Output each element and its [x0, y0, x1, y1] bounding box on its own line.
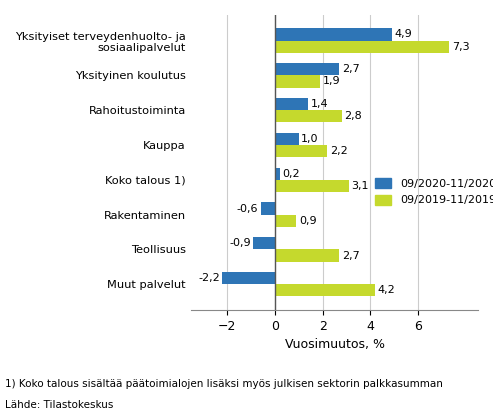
- Text: 3,1: 3,1: [352, 181, 369, 191]
- X-axis label: Vuosimuutos, %: Vuosimuutos, %: [284, 338, 385, 351]
- Bar: [275, 215, 296, 227]
- Text: 1,9: 1,9: [323, 77, 340, 87]
- Text: 4,2: 4,2: [378, 285, 395, 295]
- Text: 1,4: 1,4: [311, 99, 328, 109]
- Text: 2,7: 2,7: [342, 250, 359, 260]
- Bar: [275, 133, 299, 145]
- Bar: [275, 250, 340, 262]
- Bar: [222, 272, 275, 284]
- Text: 2,2: 2,2: [330, 146, 348, 156]
- Text: 0,2: 0,2: [282, 169, 300, 179]
- Bar: [275, 63, 340, 75]
- Bar: [275, 110, 342, 122]
- Bar: [275, 75, 320, 88]
- Bar: [275, 145, 327, 157]
- Text: 0,9: 0,9: [299, 216, 317, 226]
- Text: -0,9: -0,9: [229, 238, 251, 248]
- Text: 2,7: 2,7: [342, 64, 359, 74]
- Text: 1) Koko talous sisältää päätoimialojen lisäksi myös julkisen sektorin palkkasumm: 1) Koko talous sisältää päätoimialojen l…: [5, 379, 443, 389]
- Bar: [275, 180, 349, 192]
- Bar: [253, 237, 275, 250]
- Bar: [275, 284, 375, 297]
- Text: 7,3: 7,3: [452, 42, 469, 52]
- Bar: [275, 98, 309, 110]
- Text: Lähde: Tilastokeskus: Lähde: Tilastokeskus: [5, 400, 113, 410]
- Bar: [275, 28, 392, 41]
- Bar: [261, 203, 275, 215]
- Text: -0,6: -0,6: [237, 203, 258, 213]
- Bar: [275, 168, 280, 180]
- Bar: [275, 41, 449, 53]
- Text: -2,2: -2,2: [198, 273, 220, 283]
- Text: 4,9: 4,9: [394, 30, 412, 40]
- Text: 2,8: 2,8: [344, 111, 362, 121]
- Text: 1,0: 1,0: [301, 134, 318, 144]
- Legend: 09/2020-11/2020, 09/2019-11/2019: 09/2020-11/2020, 09/2019-11/2019: [375, 178, 493, 206]
